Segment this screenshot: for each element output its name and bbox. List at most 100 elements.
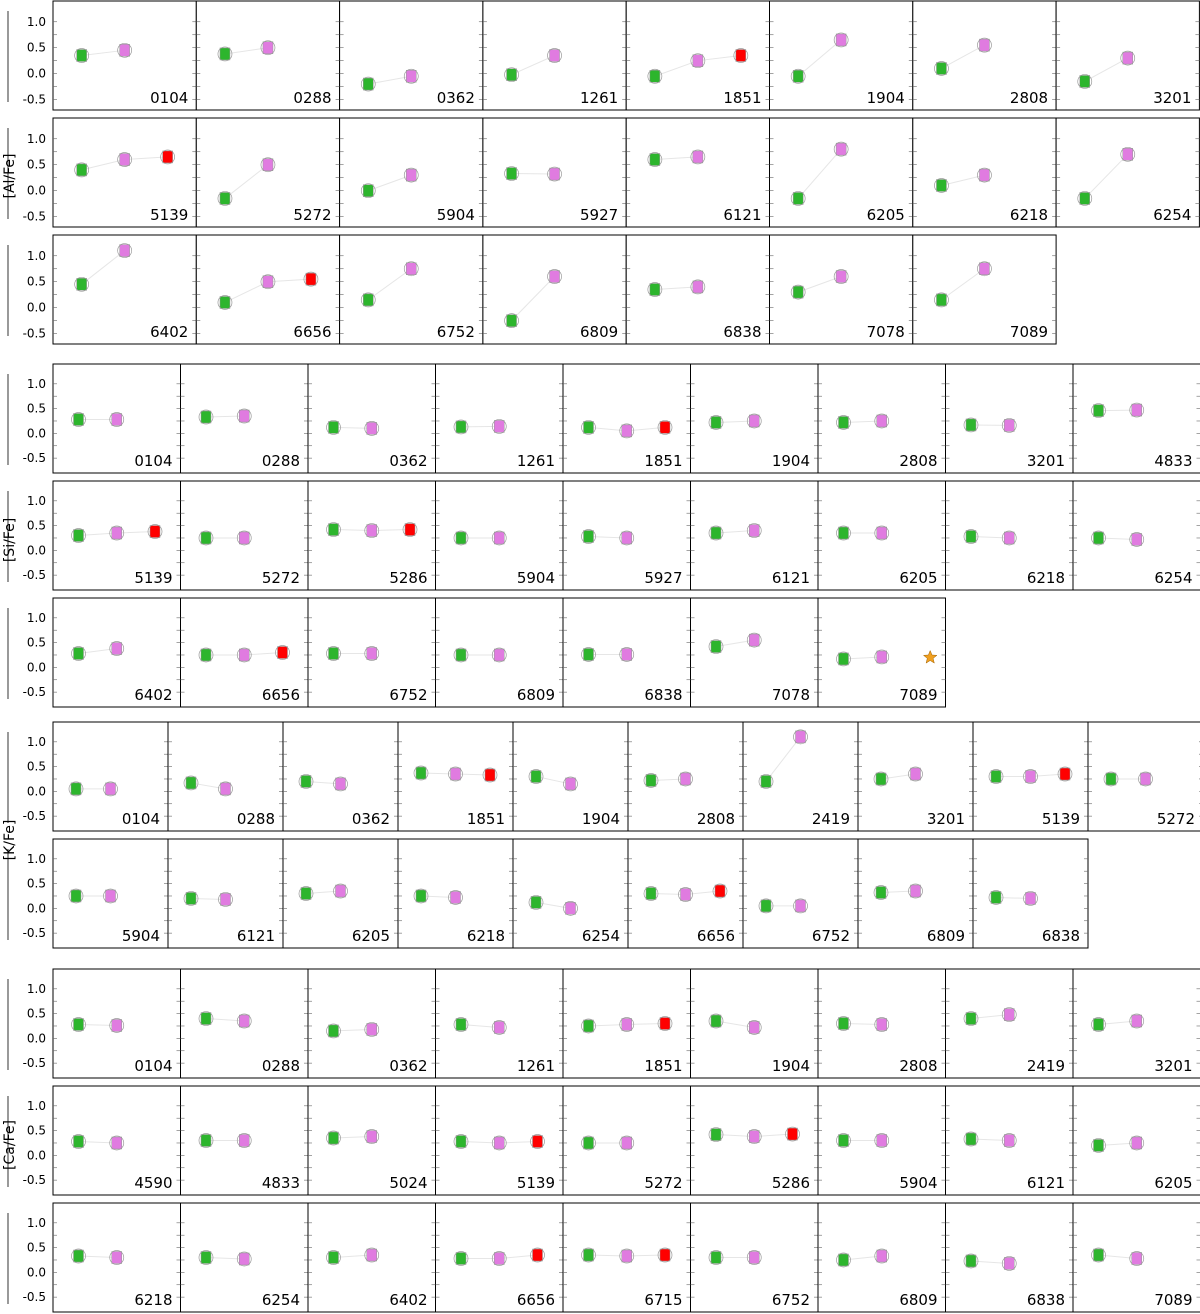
third-population-marker	[404, 523, 416, 536]
third-population-marker	[714, 884, 726, 898]
cluster-label: 6656	[517, 1291, 555, 1309]
panel-6218: 6218	[945, 480, 1074, 591]
first-population-marker	[219, 47, 231, 61]
cluster-label: 5904	[517, 569, 555, 587]
first-population-marker	[710, 1014, 722, 1028]
second-population-circle	[563, 776, 578, 792]
population-connector	[78, 1255, 117, 1258]
cluster-label: 6254	[582, 927, 620, 945]
cluster-label: 6752	[812, 927, 850, 945]
y-tick-label: 0.5	[27, 519, 46, 533]
first-population-circle	[581, 647, 596, 662]
cluster-label: 1904	[772, 1057, 810, 1075]
panel-frame	[512, 838, 629, 949]
second-population-circle	[678, 771, 693, 787]
first-population-marker	[328, 1251, 339, 1264]
second-population-circle	[746, 413, 762, 429]
second-population-circle	[746, 1020, 762, 1035]
first-population-circle	[183, 775, 199, 791]
panel-6121: 6121	[625, 117, 771, 228]
cluster-label: 7089	[1154, 1291, 1192, 1309]
cluster-label: 5904	[899, 1174, 937, 1192]
second-population-circle	[260, 274, 276, 290]
second-population-marker	[366, 1248, 377, 1262]
first-population-marker	[1105, 772, 1117, 786]
panel-1261: 1261	[435, 363, 564, 474]
first-population-circle	[453, 1134, 469, 1149]
second-population-circle	[619, 647, 635, 662]
population-connector	[368, 174, 412, 192]
population-connector	[797, 148, 842, 199]
star-marker	[922, 649, 938, 664]
second-population-marker	[749, 1130, 760, 1143]
third-population-circle	[657, 1016, 673, 1031]
panel-1851: 1851	[562, 968, 691, 1079]
second-population-marker	[680, 772, 691, 786]
first-population-marker	[73, 1249, 84, 1263]
first-population-circle	[1091, 1247, 1106, 1263]
panel-2808: 2808	[817, 363, 946, 474]
third-population-circle	[785, 1126, 800, 1142]
first-population-circle	[298, 774, 314, 789]
panel-1851: 1851	[562, 363, 691, 474]
first-population-marker	[710, 1128, 722, 1141]
panel-frame	[307, 363, 436, 474]
first-population-circle	[988, 769, 1004, 784]
second-population-circle	[109, 412, 125, 427]
second-population-circle	[491, 1020, 507, 1035]
second-population-marker	[366, 647, 377, 660]
first-population-circle	[74, 162, 90, 178]
y-tick-label: 0.5	[27, 877, 46, 891]
first-population-circle	[453, 530, 469, 546]
first-population-marker	[583, 1019, 594, 1033]
panel-6656: 6656	[180, 597, 309, 708]
panel-1904: 1904	[690, 363, 819, 474]
second-population-marker	[1025, 892, 1036, 905]
y-tick-label: -0.5	[23, 93, 46, 107]
second-population-circle	[547, 166, 562, 182]
first-population-marker	[73, 647, 84, 660]
cluster-label: 6656	[293, 323, 331, 341]
first-population-circle	[647, 152, 663, 167]
panel-7089: 7089	[817, 597, 946, 708]
first-population-circle	[1103, 771, 1119, 787]
cluster-label: 2419	[1027, 1057, 1065, 1075]
second-population-circle	[547, 48, 562, 63]
first-population-marker	[1079, 192, 1091, 205]
population-connector	[224, 164, 269, 199]
second-population-marker	[549, 270, 560, 283]
panel-frame	[52, 721, 169, 832]
panel-6254: 6254	[1055, 117, 1200, 228]
y-tick-label: 0.5	[27, 158, 46, 172]
panel-6838: 6838	[972, 838, 1089, 949]
first-population-circle	[963, 1131, 979, 1147]
first-population-circle	[581, 529, 596, 544]
second-population-circle	[1129, 402, 1145, 418]
cluster-label: 2808	[1010, 89, 1048, 107]
population-connector	[81, 250, 125, 285]
second-population-marker	[1122, 148, 1133, 161]
first-population-circle	[71, 1134, 86, 1149]
second-population-circle	[109, 1135, 125, 1151]
second-population-marker	[220, 893, 231, 906]
population-connector	[1084, 153, 1129, 199]
panel-frame	[769, 117, 914, 228]
cluster-label: 2419	[812, 810, 850, 828]
first-population-marker	[363, 293, 374, 307]
population-connector	[78, 1023, 117, 1026]
second-population-marker	[239, 531, 250, 545]
first-population-circle	[873, 885, 889, 900]
cluster-label: 6121	[237, 927, 275, 945]
panel-3201: 3201	[1055, 0, 1200, 111]
first-population-circle	[963, 1253, 979, 1269]
panel-5139: 5139	[435, 1085, 564, 1196]
first-population-circle	[708, 1250, 724, 1265]
panel-1904: 1904	[512, 721, 629, 832]
first-population-marker	[219, 296, 231, 309]
cluster-label: 7089	[899, 686, 937, 704]
second-population-circle	[746, 1250, 762, 1265]
second-population-circle	[1001, 1256, 1017, 1271]
first-population-circle	[198, 1011, 214, 1026]
y-tick-label: 0.0	[27, 301, 46, 315]
population-connector	[460, 1023, 500, 1028]
